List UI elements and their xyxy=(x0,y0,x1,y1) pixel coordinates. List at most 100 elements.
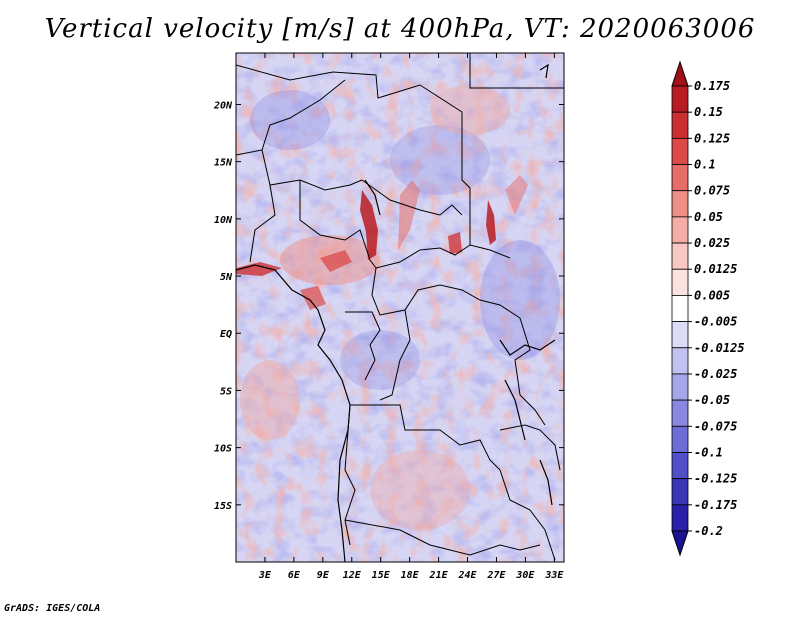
colorbar-bottom-arrow xyxy=(671,530,689,557)
colorbar-swatch xyxy=(671,425,689,453)
x-tick-label: 30E xyxy=(515,570,535,581)
border-line xyxy=(379,309,411,401)
descent-region xyxy=(340,330,420,390)
border-line xyxy=(469,53,564,89)
ascent-band xyxy=(398,180,420,250)
colorbar-swatch xyxy=(671,399,689,427)
border-line xyxy=(299,180,377,269)
coastline xyxy=(236,63,556,562)
velocity-field xyxy=(236,53,564,562)
colorbar-swatch xyxy=(671,111,689,139)
x-tick-label: 12E xyxy=(343,570,362,581)
border-line xyxy=(499,424,561,471)
x-tick-label: 27E xyxy=(486,570,506,581)
credit-label: GrADS: IGES/COLA xyxy=(4,603,101,614)
border-line xyxy=(375,244,511,269)
x-axis: 3E 6E 9E 12E 15E 18E 21E 24E 27E 30E 33E xyxy=(258,53,564,581)
border-line xyxy=(345,311,381,381)
colorbar-label: -0.05 xyxy=(694,393,730,407)
colorbar-label: -0.0125 xyxy=(694,341,745,355)
colorbar-top-arrow xyxy=(671,60,689,87)
colorbar-swatch xyxy=(671,190,689,218)
border-line xyxy=(236,79,346,156)
y-tick-label: EQ xyxy=(220,329,232,340)
ascent-band xyxy=(505,175,528,215)
atlantic-coast xyxy=(236,264,351,562)
colorbar-label: 0.05 xyxy=(694,210,723,224)
strong-ascent-band xyxy=(320,250,352,272)
border-line xyxy=(344,404,356,546)
colorbar-label: -0.025 xyxy=(694,367,737,381)
colorbar-label: 0.175 xyxy=(694,79,730,93)
map-frame xyxy=(235,52,565,563)
border-line xyxy=(344,519,541,556)
colorbar-label: -0.125 xyxy=(694,472,737,486)
colorbar-label: -0.2 xyxy=(694,524,723,538)
border-line xyxy=(350,404,501,471)
y-tick-label: 10S xyxy=(214,444,232,455)
colorbar-swatch xyxy=(671,164,689,192)
border-line xyxy=(514,317,531,396)
x-tick-label: 24E xyxy=(457,570,477,581)
lake-tanganyika xyxy=(504,379,526,441)
colorbar-swatch xyxy=(671,373,689,401)
colorbar-label: 0.0125 xyxy=(694,262,737,276)
lake-malawi xyxy=(539,459,553,506)
descent-region xyxy=(480,240,560,360)
descent-region xyxy=(250,90,330,150)
colorbar-label: 0.15 xyxy=(694,105,723,119)
colorbar-label: -0.175 xyxy=(694,498,737,512)
border-line xyxy=(361,179,463,216)
border-line xyxy=(236,64,471,245)
colorbar-swatch xyxy=(671,504,689,532)
x-tick-label: 33E xyxy=(544,570,564,581)
border-line xyxy=(371,267,521,319)
y-tick-label: 5N xyxy=(220,272,233,283)
lake-chad xyxy=(364,179,381,216)
colorbar-label: 0.1 xyxy=(694,158,716,172)
colorbar-swatch xyxy=(671,216,689,244)
colorbar-swatch xyxy=(671,137,689,165)
y-axis: 20N 15N 10N 5N EQ 5S 10S 15S xyxy=(213,100,564,512)
x-tick-label: 6E xyxy=(288,570,301,581)
lake-victoria xyxy=(499,339,556,356)
y-tick-label: 15S xyxy=(214,501,232,512)
y-tick-label: 15N xyxy=(214,158,233,169)
colorbar-label: 0.005 xyxy=(694,288,730,302)
colorbar-swatch xyxy=(671,85,689,113)
ascent-region xyxy=(430,85,510,135)
y-tick-label: 5S xyxy=(220,386,232,397)
colorbar-swatch xyxy=(671,242,689,270)
strong-ascent-band xyxy=(300,286,326,310)
colorbar-label: 0.125 xyxy=(694,131,730,145)
x-tick-label: 3E xyxy=(258,570,272,581)
ascent-region xyxy=(240,360,300,440)
colorbar-label: -0.005 xyxy=(694,315,737,329)
border-line xyxy=(249,184,276,263)
y-tick-label: 10N xyxy=(214,215,233,226)
x-tick-label: 15E xyxy=(372,570,391,581)
x-tick-label: 21E xyxy=(429,570,449,581)
border-line xyxy=(499,469,556,561)
border-line xyxy=(261,149,363,191)
y-tick-label: 20N xyxy=(213,100,233,111)
colorbar-swatch xyxy=(671,452,689,480)
colorbar-swatch xyxy=(671,268,689,296)
map-title: Vertical velocity [m/s] at 400hPa, VT: 2… xyxy=(44,14,756,44)
colorbar-label: 0.025 xyxy=(694,236,730,250)
x-tick-label: 9E xyxy=(317,570,330,581)
strong-ascent-band xyxy=(360,190,378,260)
strong-ascent-band xyxy=(448,232,462,254)
island-outline xyxy=(539,63,549,79)
x-tick-label: 18E xyxy=(401,570,420,581)
ascent-pattern xyxy=(236,53,564,562)
colorbar-label: -0.1 xyxy=(694,445,723,459)
colorbar-label: 0.075 xyxy=(694,184,730,198)
colorbar-swatch xyxy=(671,347,689,375)
colorbar-swatch xyxy=(671,295,689,322)
colorbar-swatch xyxy=(671,478,689,506)
country-borders xyxy=(236,53,564,561)
colorbar-label: -0.075 xyxy=(694,419,737,433)
ascent-region xyxy=(370,450,470,530)
